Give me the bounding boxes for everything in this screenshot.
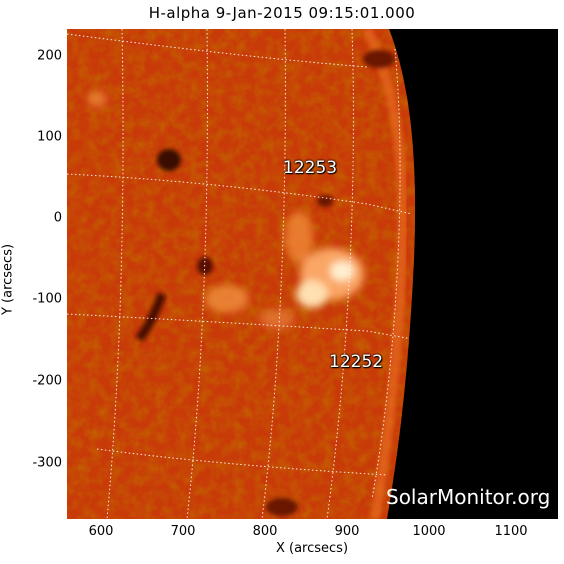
x-tick-label: 700 xyxy=(170,524,196,539)
x-axis-label: X (arcsecs) xyxy=(275,541,349,556)
active-region-label: 12252 xyxy=(329,352,384,372)
plage-regions xyxy=(87,91,364,329)
active-region-label: 12253 xyxy=(283,158,338,178)
image-title: H-alpha 9-Jan-2015 09:15:01.000 xyxy=(148,4,416,22)
y-tick-label: 100 xyxy=(37,129,62,145)
solar-disk xyxy=(67,29,416,519)
watermark: SolarMonitor.org xyxy=(386,485,551,509)
x-tick-label: 800 xyxy=(252,524,278,539)
x-tick-label: 600 xyxy=(88,524,114,539)
x-tick-label: 1000 xyxy=(412,524,446,539)
x-tick-label: 900 xyxy=(334,524,360,539)
y-tick-label: -200 xyxy=(32,373,62,389)
y-tick-label: -300 xyxy=(32,455,62,471)
y-tick-label: 0 xyxy=(53,210,62,226)
solar-image-plot xyxy=(67,29,558,519)
solar-disk-image xyxy=(67,29,558,519)
y-tick-label: -100 xyxy=(32,291,62,307)
y-axis-label: Y (arcsecs) xyxy=(0,243,16,316)
coordinate-grid xyxy=(67,29,413,519)
x-tick-label: 1100 xyxy=(494,524,528,539)
y-tick-label: 200 xyxy=(37,48,62,64)
